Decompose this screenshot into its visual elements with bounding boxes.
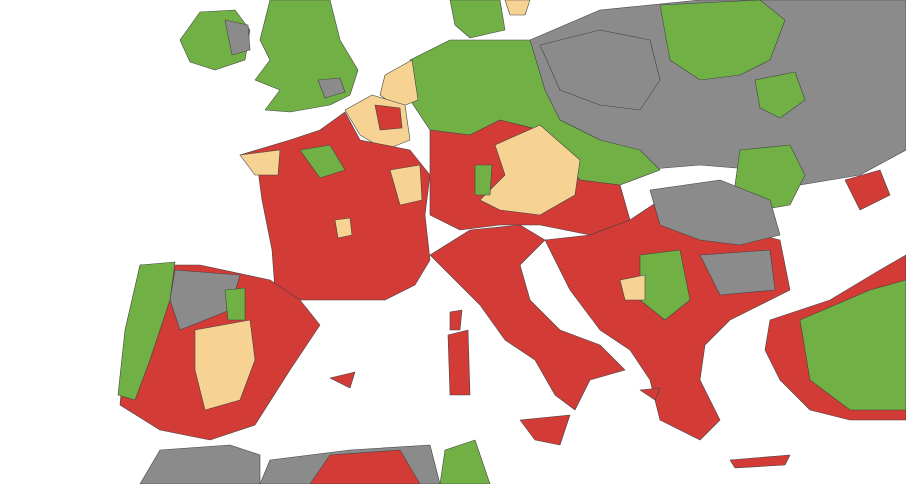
region-germany-central (474, 164, 493, 196)
region-sicily (519, 414, 571, 446)
region-crete (729, 454, 791, 469)
region-east-green (754, 71, 806, 119)
region-italy (429, 224, 626, 411)
region-poland-east (539, 29, 661, 111)
region-sweden-south (504, 0, 531, 16)
region-crimea (844, 169, 891, 211)
region-tunisia (439, 439, 491, 484)
region-anatolia (799, 279, 906, 411)
region-bosnia (619, 274, 646, 301)
region-normandy (299, 144, 346, 179)
region-london (317, 77, 346, 99)
region-sardinia (447, 329, 471, 396)
region-corsica (449, 309, 463, 331)
region-bavaria (479, 124, 581, 216)
region-brittany (239, 149, 281, 176)
region-france (239, 111, 431, 301)
region-balearic (329, 371, 356, 389)
region-spain-north (169, 269, 241, 331)
region-africa-west (139, 444, 261, 484)
region-baltic (659, 0, 786, 81)
region-bulgaria (699, 249, 776, 296)
region-alsace (389, 164, 423, 206)
region-cyprus (639, 387, 661, 401)
region-denmark (449, 0, 506, 39)
region-france-center (334, 217, 353, 239)
region-castile (194, 319, 256, 411)
region-belgium-red (374, 104, 403, 131)
region-netherlands (379, 59, 419, 109)
region-ireland-east (224, 19, 251, 56)
region-romania (649, 179, 781, 246)
region-africa-red (309, 449, 421, 484)
region-portugal (117, 261, 176, 401)
region-aragon (224, 287, 246, 321)
